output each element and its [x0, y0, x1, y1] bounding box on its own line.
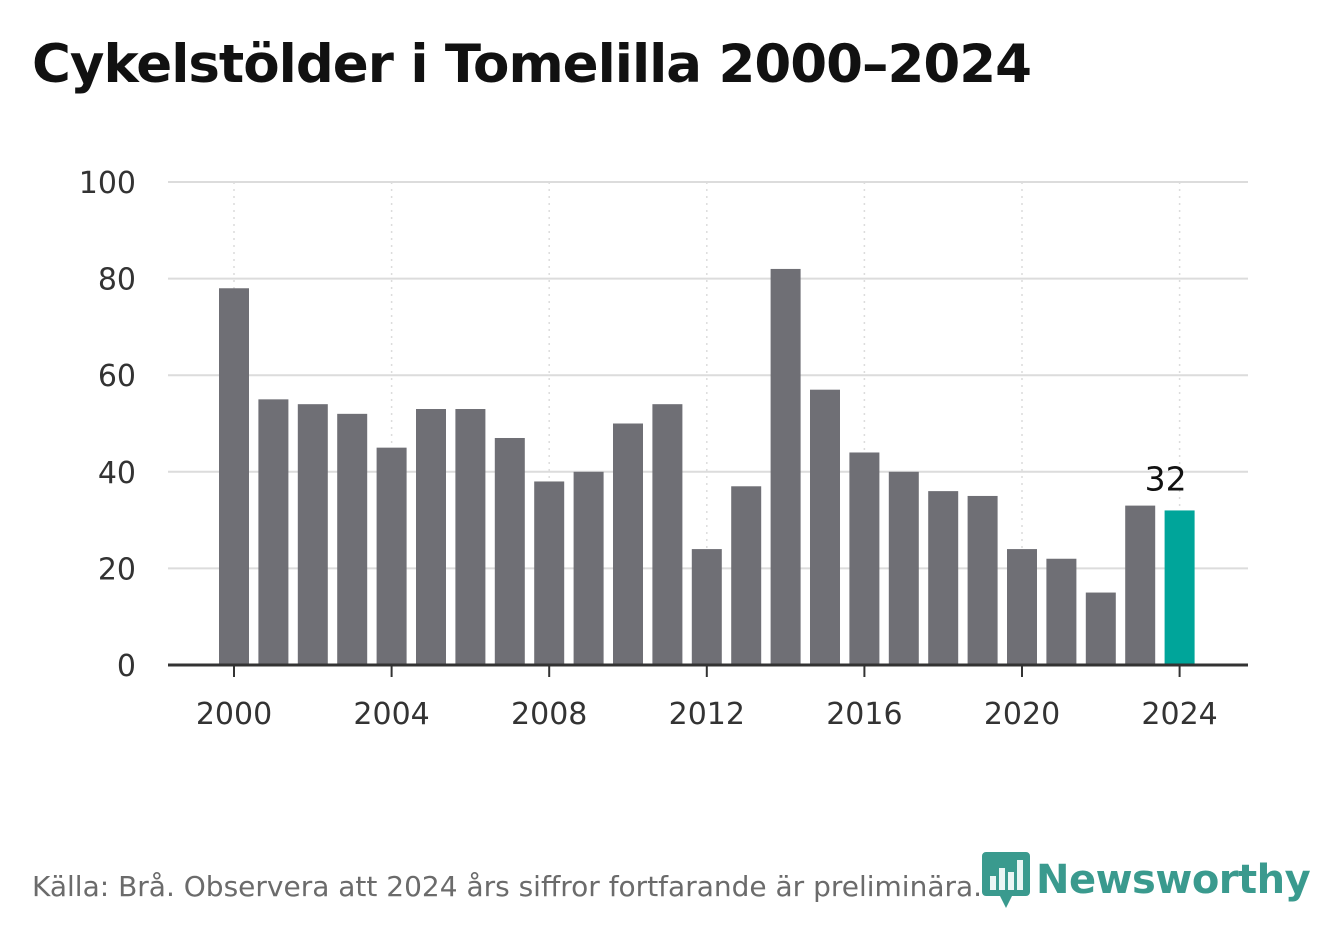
x-tick-label: 2024 — [1141, 697, 1217, 732]
bar-2020 — [1007, 549, 1037, 665]
bar-2004 — [376, 447, 407, 665]
brand-name: Newsworthy — [1036, 857, 1311, 903]
bar-2002 — [297, 404, 328, 665]
bar-2009 — [573, 471, 604, 665]
bar-2001 — [258, 399, 289, 665]
y-tick-label: 80 — [98, 263, 136, 298]
y-tick-label: 100 — [79, 166, 136, 201]
bar-2015 — [810, 389, 840, 665]
labels: 0 20 40 60 80 100 2000 2004 2008 2012 2016 2020 2024… — [79, 166, 1218, 732]
bar-2010 — [613, 423, 643, 665]
bar-2024 — [1164, 510, 1195, 665]
y-tick-label: 60 — [98, 359, 136, 394]
x-tick-label: 2020 — [984, 697, 1060, 732]
bar-2019 — [967, 495, 998, 665]
bar-2006 — [455, 409, 486, 665]
bars — [219, 268, 1195, 665]
x-tick-label: 2000 — [196, 697, 272, 732]
x-tick-label: 2012 — [669, 697, 745, 732]
y-tick-label: 0 — [117, 649, 136, 684]
chart-title: Cykelstölder i Tomelilla 2000–2024 — [32, 34, 1032, 95]
newsworthy-logo: Newsworthy — [982, 850, 1311, 910]
x-tick-label: 2016 — [826, 697, 902, 732]
bar-2008 — [534, 481, 565, 665]
bar-2000 — [219, 288, 249, 665]
newsworthy-bar-chart-logo-icon — [982, 852, 1030, 908]
bar-2023 — [1125, 505, 1156, 665]
bar-2014 — [770, 268, 801, 665]
bar-2007 — [494, 437, 525, 665]
bar-2013 — [731, 486, 762, 665]
bar-2011 — [652, 404, 683, 665]
value-label-2024: 32 — [1145, 459, 1187, 498]
y-tick-label: 20 — [98, 552, 136, 587]
x-tick-label: 2008 — [511, 697, 587, 732]
bar-2003 — [337, 413, 368, 665]
bar-2022 — [1085, 592, 1116, 665]
y-tick-label: 40 — [98, 456, 136, 491]
axes — [168, 663, 1248, 677]
bar-2021 — [1046, 558, 1077, 665]
bar-2017 — [888, 471, 919, 665]
bar-2016 — [849, 452, 880, 665]
bar-2018 — [928, 491, 959, 665]
source-note: Källa: Brå. Observera att 2024 års siffr… — [32, 870, 983, 903]
bar-2012 — [691, 549, 722, 665]
x-tick-label: 2004 — [353, 697, 429, 732]
bar-2005 — [416, 409, 446, 665]
